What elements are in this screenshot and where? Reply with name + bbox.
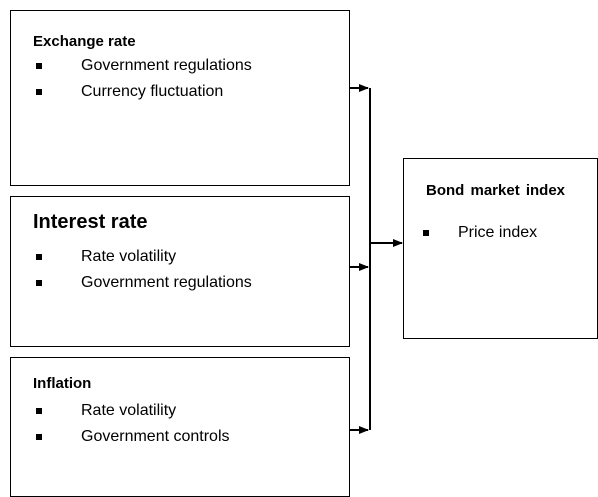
node-title: Inflation (33, 375, 92, 392)
bullet-item: Government regulations (33, 270, 252, 296)
bullet-item: Government controls (33, 424, 230, 450)
bullet-item: Rate volatility (33, 398, 230, 424)
node-title: Exchange rate (33, 33, 136, 50)
bullet-item: Price index (420, 220, 537, 246)
node-title: Bond market index (426, 182, 566, 199)
bullet-item: Government regulations (33, 53, 252, 79)
bullet-item: Currency fluctuation (33, 79, 252, 105)
node-box: Bond market index Price index (403, 158, 598, 339)
node-box: Inflation Rate volatility Government con… (10, 357, 350, 497)
node-title: Interest rate (33, 211, 148, 233)
node-box: Exchange rate Government regulations Cur… (10, 10, 350, 186)
node-box: Interest rate Rate volatility Government… (10, 196, 350, 347)
bullet-item: Rate volatility (33, 244, 252, 270)
